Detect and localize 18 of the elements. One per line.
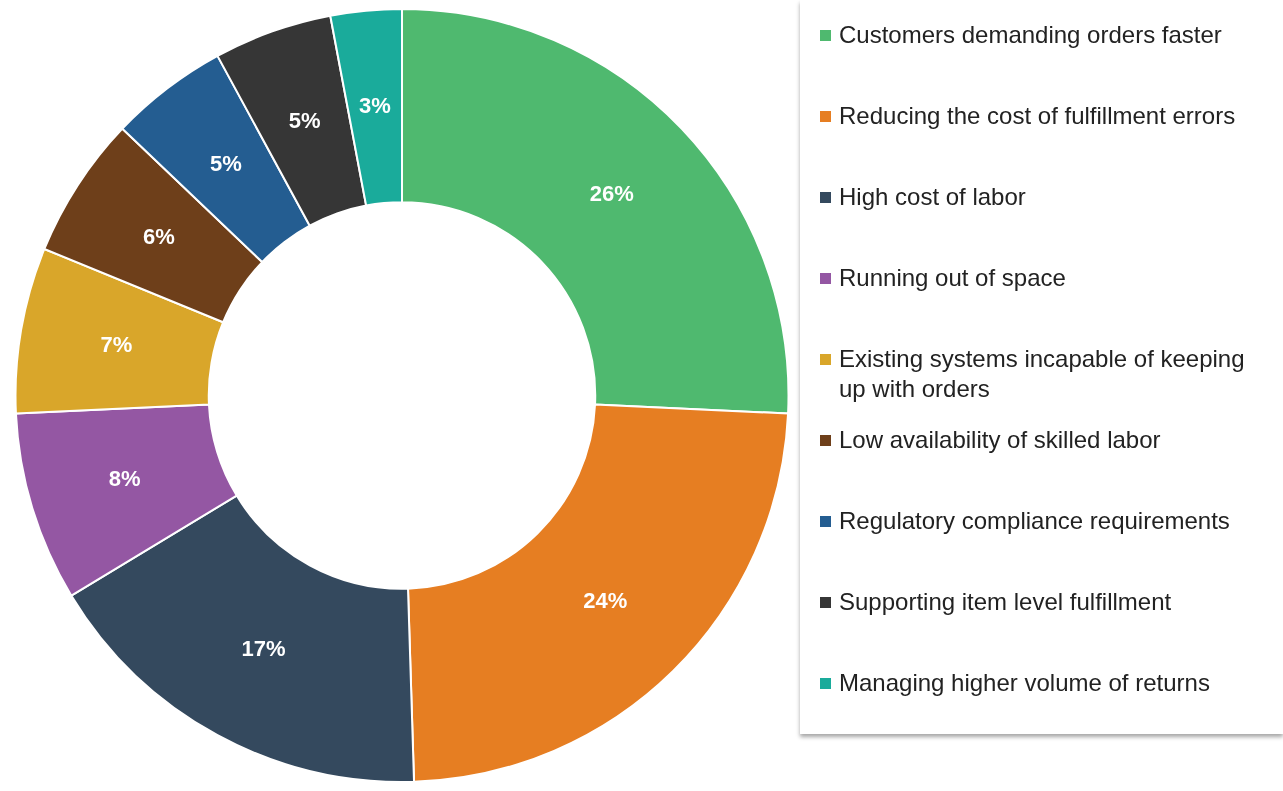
legend-label: Managing higher volume of returns (839, 668, 1210, 698)
data-label: 8% (108, 465, 141, 491)
legend-label: Low availability of skilled labor (839, 425, 1161, 455)
data-label: 17% (241, 636, 286, 662)
data-label: 5% (209, 151, 242, 177)
data-label: 6% (142, 223, 175, 249)
data-label: 24% (583, 588, 628, 614)
legend-label: Customers demanding orders faster (839, 20, 1222, 50)
data-label: 26% (589, 181, 634, 207)
data-label: 7% (100, 332, 133, 358)
data-label: 5% (288, 108, 321, 134)
legend-label: Existing systems incapable of keeping up with orders (839, 344, 1246, 404)
legend-label: Regulatory compliance requirements (839, 506, 1230, 536)
legend-label: Reducing the cost of fulfillment errors (839, 101, 1236, 131)
legend-label: High cost of labor (839, 182, 1026, 212)
legend-label: Supporting item level fulfillment (839, 587, 1172, 617)
data-label: 3% (359, 92, 391, 118)
legend-label: Running out of space (839, 263, 1066, 293)
